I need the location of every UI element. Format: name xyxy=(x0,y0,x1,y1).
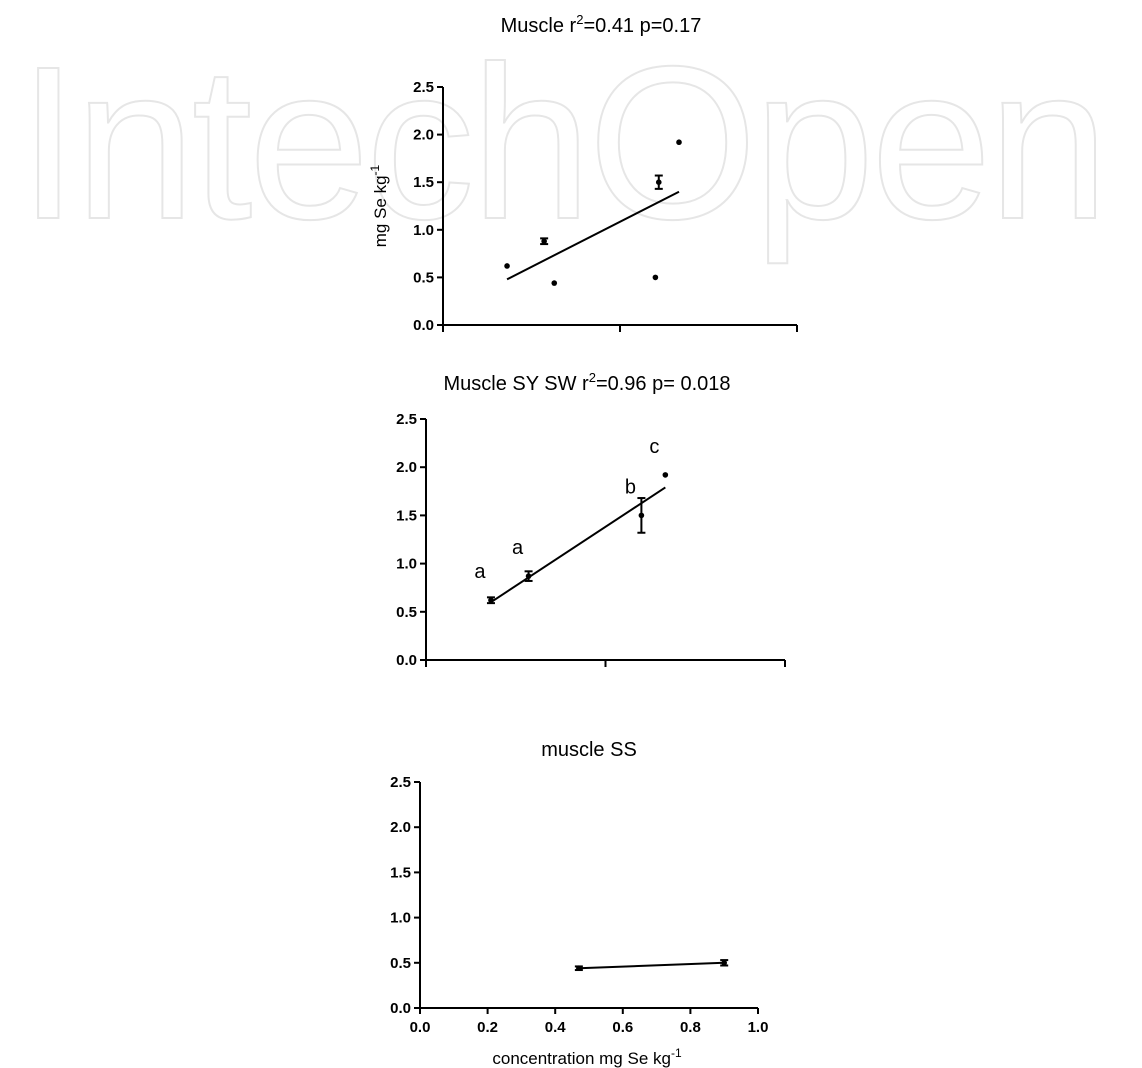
x-tick-label: 0.4 xyxy=(545,1019,567,1036)
data-point xyxy=(488,597,494,604)
data-point xyxy=(638,512,645,519)
data-point xyxy=(525,573,532,579)
y-tick-label: 1.5 xyxy=(413,174,434,191)
data-point xyxy=(662,472,669,478)
y-tick-label: 1.0 xyxy=(396,556,417,573)
x-axis-label: concentration mg Se kg-1 xyxy=(492,1046,682,1068)
y-axis-label-superscript: -1 xyxy=(368,164,382,175)
data-point xyxy=(721,960,727,966)
x-tick-label: 1.0 xyxy=(748,1019,769,1036)
x-axis-label-main: concentration mg Se kg xyxy=(492,1049,671,1068)
data-point xyxy=(576,965,582,972)
y-tick-label: 0.5 xyxy=(396,604,417,621)
x-tick-label: 0.0 xyxy=(410,1019,431,1036)
significance-label: a xyxy=(512,537,524,559)
x-axis-label-superscript: -1 xyxy=(671,1046,682,1060)
chart-title: muscle SS xyxy=(541,739,637,761)
y-tick-label: 1.5 xyxy=(390,864,411,881)
chart-panel-2: Muscle SY SW r2=0.96 p= 0.018 0.0 0.5 1.0 1.… xyxy=(396,370,786,669)
y-tick-label: 2.5 xyxy=(390,774,411,791)
significance-label: a xyxy=(474,561,486,583)
data-point xyxy=(652,274,659,281)
chart-panel-1: Muscle r2=0.41 p=0.17 0.0 0.5 1.0 1.5 2.0 2.5 m… xyxy=(368,12,798,334)
significance-label: b xyxy=(625,476,636,498)
data-point xyxy=(676,139,682,146)
y-tick-label: 2.0 xyxy=(390,819,411,836)
data-point xyxy=(504,263,510,269)
chart-title-main: muscle SS xyxy=(541,739,637,761)
x-tick-label: 0.6 xyxy=(612,1019,633,1036)
chart-title-main: Muscle r xyxy=(501,15,577,37)
y-tick-label: 2.0 xyxy=(396,459,417,476)
chart-title: Muscle SY SW r2=0.96 p= 0.018 xyxy=(443,370,730,395)
chart-title-main: Muscle SY SW r xyxy=(443,373,589,395)
y-tick-label: 0.0 xyxy=(390,1000,411,1017)
chart-title-rest: =0.41 p=0.17 xyxy=(583,15,701,37)
y-axis-label: mg Se kg-1 xyxy=(368,164,390,247)
chart-title-rest: =0.96 p= 0.018 xyxy=(596,373,731,395)
y-axis-label-main: mg Se kg xyxy=(371,175,390,247)
chart-title: Muscle r2=0.41 p=0.17 xyxy=(501,12,702,37)
regression-line xyxy=(506,190,680,281)
regression-line xyxy=(578,961,725,970)
y-tick-label: 0.5 xyxy=(413,269,434,286)
data-point xyxy=(655,179,662,185)
data-point xyxy=(551,280,558,286)
y-tick-label: 1.0 xyxy=(390,910,411,927)
x-tick-label: 0.2 xyxy=(477,1019,498,1036)
y-tick-label: 2.0 xyxy=(413,127,434,144)
y-tick-label: 0.0 xyxy=(413,317,434,334)
watermark-text: IntechOpen xyxy=(18,22,1105,265)
y-tick-label: 2.5 xyxy=(396,411,417,428)
y-tick-label: 0.5 xyxy=(390,955,411,972)
regression-line xyxy=(490,486,666,603)
significance-label: c xyxy=(649,436,659,458)
chart-panel-3: muscle SS 0.0 0.5 1.0 1.5 2.0 2.5 0.0 0.2 0.4 0.6 0… xyxy=(390,739,768,1068)
data-point xyxy=(541,238,547,245)
y-tick-label: 1.5 xyxy=(396,507,417,524)
chart-title-superscript: 2 xyxy=(589,370,596,385)
x-tick-label: 0.8 xyxy=(680,1019,701,1036)
y-tick-label: 0.0 xyxy=(396,652,417,669)
y-tick-label: 1.0 xyxy=(413,222,434,239)
chart-title-superscript: 2 xyxy=(576,12,583,27)
y-tick-label: 2.5 xyxy=(413,79,434,96)
